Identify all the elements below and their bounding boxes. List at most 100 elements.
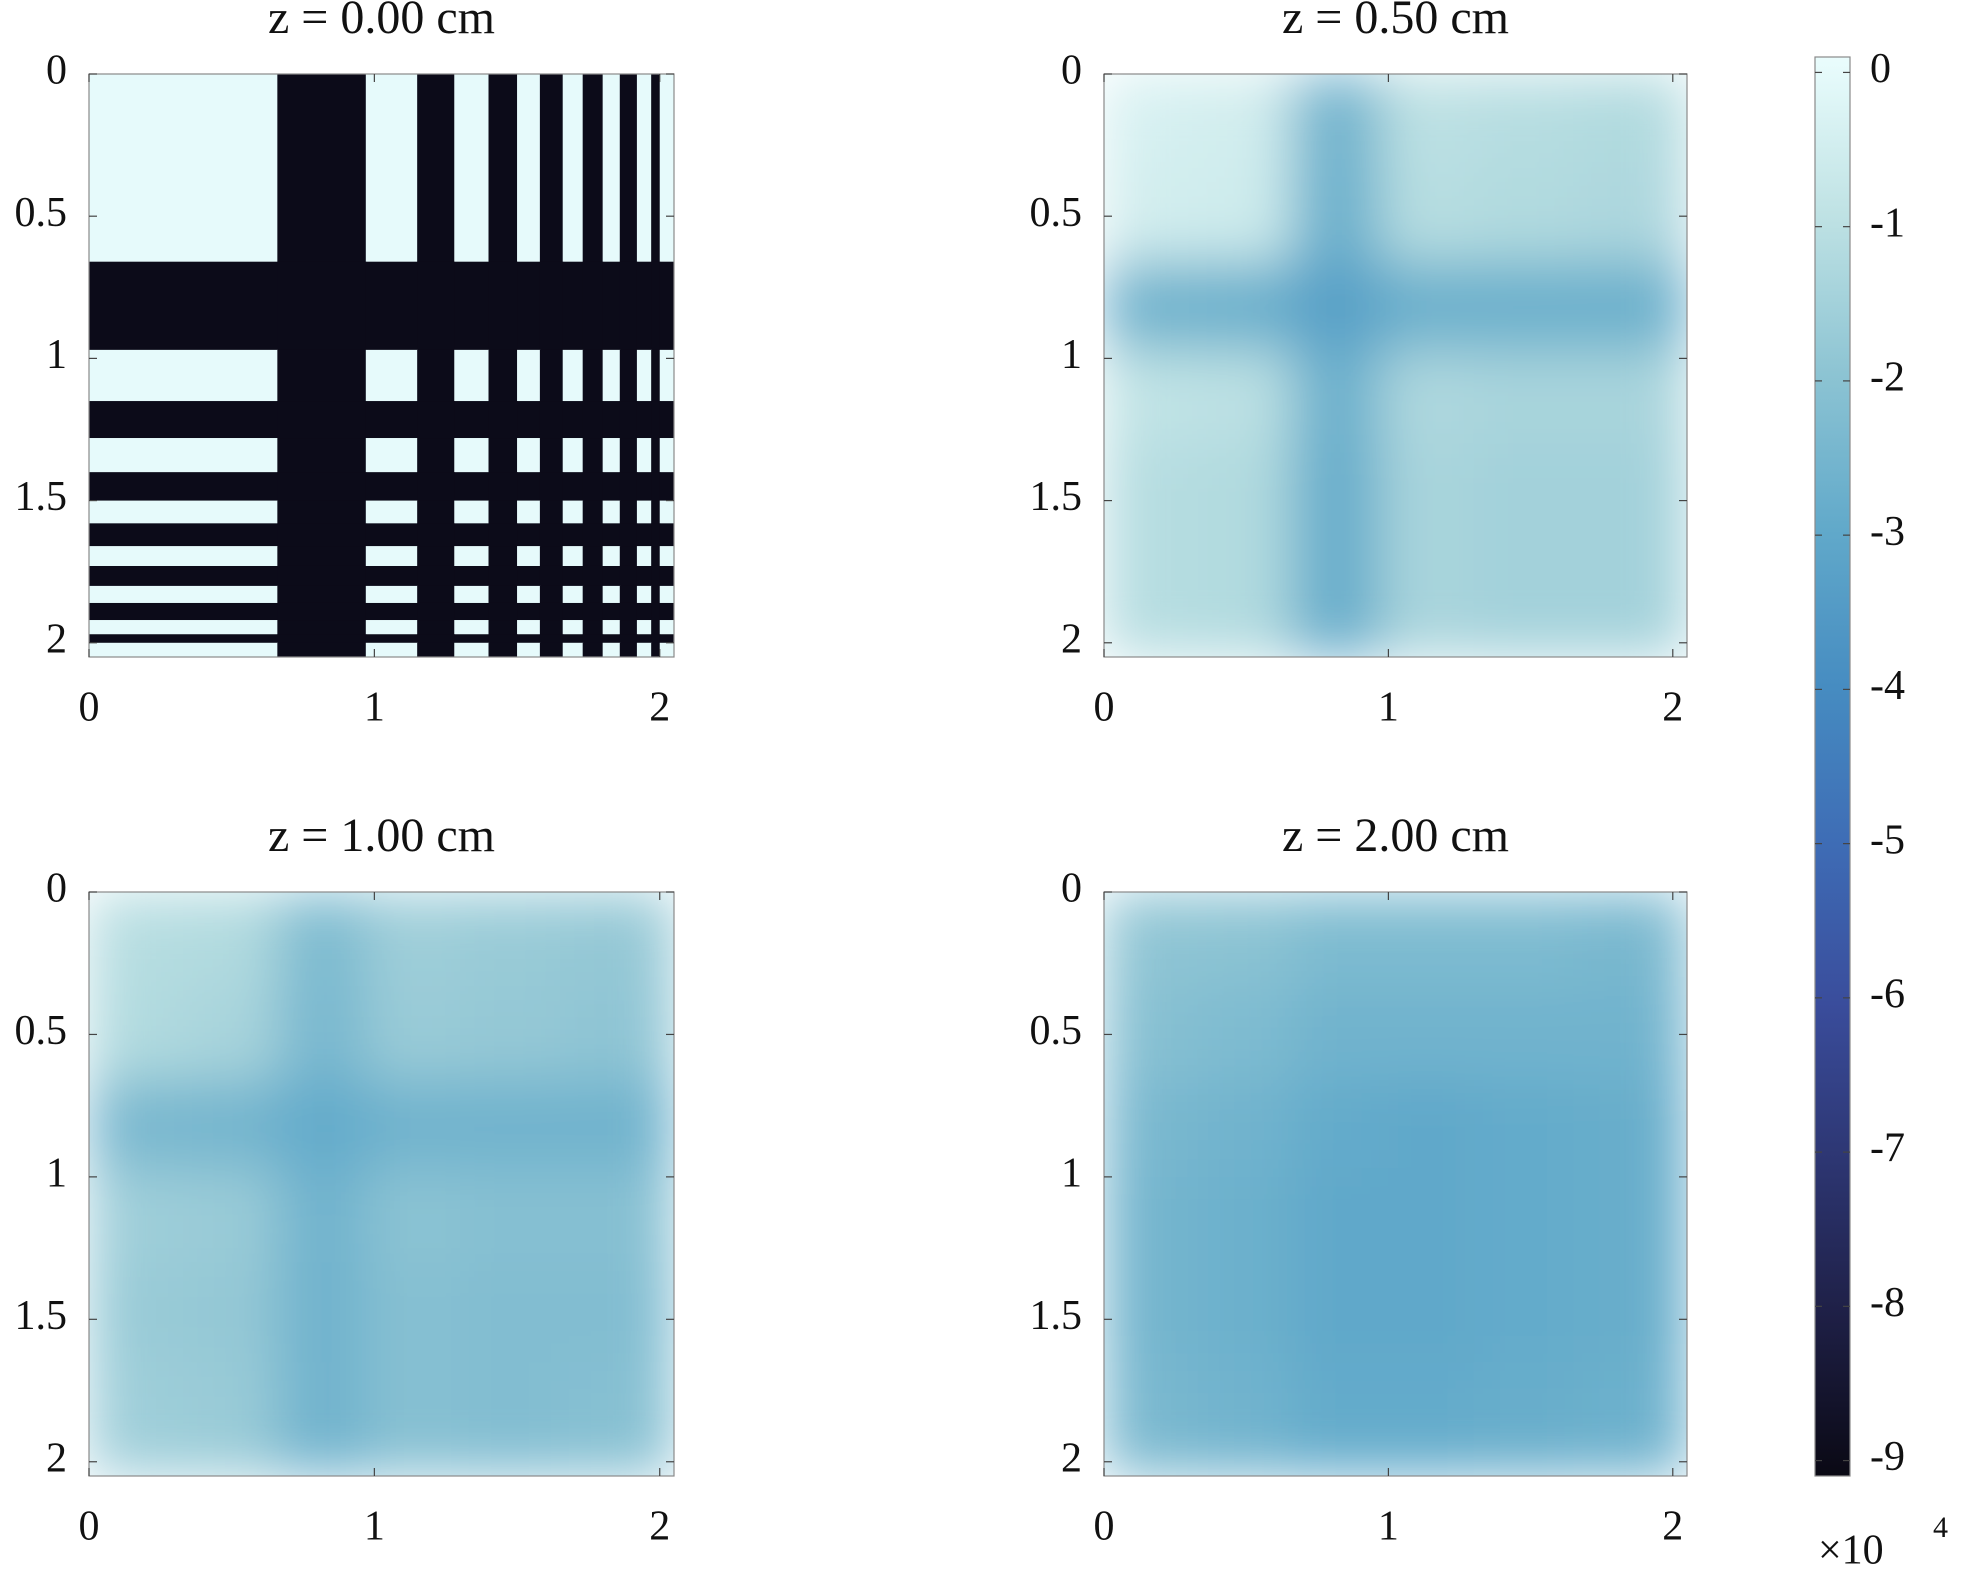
heatmap-cell: [417, 74, 455, 263]
heatmap-cell: [454, 74, 490, 263]
y-tick-label: 0.5: [15, 1008, 68, 1054]
heatmap-cell: [277, 401, 367, 439]
heatmap-cell: [454, 349, 490, 402]
y-tick-label: 2: [46, 1435, 67, 1481]
heatmap-cell: [582, 634, 604, 644]
heatmap-cell: [459, 1080, 561, 1169]
axes-box: [88, 73, 675, 658]
y-tick-label: 0: [46, 866, 67, 912]
heatmap-cell: [636, 500, 652, 524]
heatmap-cell: [1291, 986, 1381, 1081]
heatmap-cell: [183, 1080, 278, 1169]
heatmap-cell: [619, 74, 638, 263]
heatmap-cell: [488, 642, 518, 657]
heatmap-cell: [659, 634, 674, 644]
heatmap-cell: [459, 1262, 561, 1363]
heatmap-cell: [562, 472, 584, 502]
heatmap: [89, 74, 674, 657]
panel-title: z = 0.50 cm: [1282, 0, 1509, 44]
heatmap-cell: [636, 642, 652, 657]
heatmap-cell: [89, 1362, 184, 1476]
heatmap-cell: [517, 620, 541, 635]
heatmap-cell: [488, 349, 518, 402]
heatmap-cell: [277, 1362, 367, 1476]
heatmap-cell: [636, 523, 652, 547]
heatmap: [89, 892, 674, 1476]
heatmap-cell: [562, 602, 584, 621]
heatmap-cell: [1473, 1080, 1574, 1169]
heatmap-cell: [562, 620, 584, 635]
heatmap-cell: [417, 500, 455, 524]
heatmap-cell: [582, 261, 604, 351]
y-tick-label: 1.5: [15, 474, 68, 520]
colorbar-tick-label: -9: [1870, 1434, 1905, 1480]
heatmap-cell: [602, 523, 621, 547]
heatmap-cell: [619, 565, 638, 587]
heatmap-cell: [1197, 543, 1293, 657]
y-tick-label: 0: [46, 48, 67, 94]
heatmap-cell: [539, 523, 564, 547]
heatmap-cell: [1104, 167, 1199, 263]
heatmap-cell: [1197, 167, 1293, 263]
heatmap-cell: [365, 523, 418, 547]
heatmap-cell: [559, 892, 674, 987]
heatmap-cell: [517, 642, 541, 657]
heatmap-cell: [517, 634, 541, 644]
heatmap-cell: [1473, 986, 1574, 1081]
heatmap-cell: [582, 565, 604, 587]
heatmap-cell: [517, 74, 541, 263]
heatmap-cell: [365, 546, 418, 567]
heatmap-cell: [488, 438, 518, 473]
heatmap-cell: [619, 349, 638, 402]
heatmap-cell: [659, 401, 674, 439]
heatmap-cell: [1573, 261, 1687, 351]
heatmap-cell: [277, 1080, 367, 1169]
heatmap-cell: [562, 546, 584, 567]
heatmap-cell: [582, 585, 604, 604]
heatmap-cell: [636, 634, 652, 644]
heatmap-cell: [1379, 167, 1475, 263]
heatmap-cell: [602, 565, 621, 587]
heatmap-cell: [659, 565, 674, 587]
heatmap-cell: [277, 438, 367, 473]
heatmap-cell: [651, 642, 661, 657]
heatmap-cell: [1291, 167, 1381, 263]
heatmap-cell: [1473, 1362, 1574, 1476]
heatmap-cell: [539, 602, 564, 621]
heatmap-cell: [1473, 443, 1574, 544]
heatmap-cell: [651, 620, 661, 635]
heatmap-cell: [277, 1262, 367, 1363]
heatmap-cell: [517, 602, 541, 621]
y-tick-label: 2: [1061, 1435, 1082, 1481]
heatmap-cell: [562, 261, 584, 351]
heatmap-cell: [659, 642, 674, 657]
heatmap-cell: [582, 472, 604, 502]
heatmap-cell: [619, 634, 638, 644]
heatmap-cell: [636, 620, 652, 635]
heatmap-cell: [517, 261, 541, 351]
heatmap-cell: [1379, 1168, 1475, 1263]
heatmap-cell: [183, 1262, 278, 1363]
heatmap-cell: [659, 500, 674, 524]
heatmap-cell: [89, 986, 184, 1081]
heatmap-clip: [1104, 74, 1687, 657]
heatmap-cell: [89, 892, 184, 987]
heatmap-cell: [89, 500, 278, 524]
heatmap-cell: [651, 472, 661, 502]
heatmap-cell: [277, 74, 367, 263]
heatmap-cell: [454, 585, 490, 604]
heatmap-cell: [277, 986, 367, 1081]
heatmap-cell: [619, 585, 638, 604]
heatmap-cell: [1197, 1080, 1293, 1169]
heatmap-cell: [651, 500, 661, 524]
panel-title: z = 2.00 cm: [1282, 809, 1509, 862]
colorbar-exponent: 4: [1933, 1511, 1948, 1544]
heatmap-cell: [602, 401, 621, 439]
heatmap-cell: [562, 349, 584, 402]
x-tick-label: 0: [79, 1504, 100, 1550]
heatmap-cell: [651, 74, 661, 263]
heatmap-cell: [582, 620, 604, 635]
heatmap-cell: [517, 523, 541, 547]
heatmap-cell: [1573, 986, 1687, 1081]
heatmap-cell: [619, 472, 638, 502]
